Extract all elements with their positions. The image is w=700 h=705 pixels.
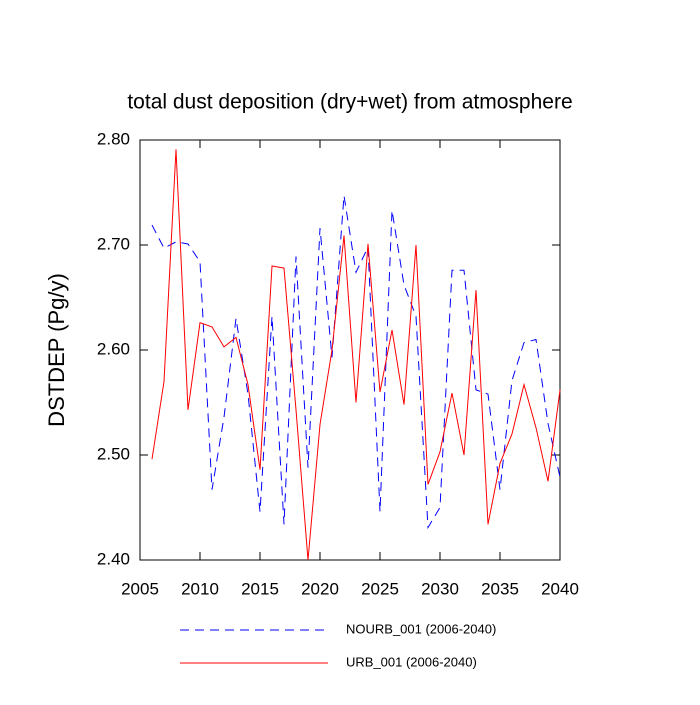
legend-label: NOURB_001 (2006-2040)	[346, 621, 496, 636]
x-tick-label: 2025	[361, 579, 399, 598]
series-line	[151, 195, 561, 530]
y-tick-label: 2.80	[97, 129, 130, 148]
x-tick-label: 2030	[421, 579, 459, 598]
x-tick-label: 2010	[181, 579, 219, 598]
x-tick-label: 2005	[121, 579, 159, 598]
x-tick-label: 2035	[481, 579, 519, 598]
x-tick-label: 2040	[541, 579, 579, 598]
y-tick-label: 2.50	[97, 444, 130, 463]
y-tick-label: 2.40	[97, 549, 130, 568]
legend-label: URB_001 (2006-2040)	[346, 654, 477, 669]
y-tick-label: 2.60	[97, 339, 130, 358]
chart-title: total dust deposition (dry+wet) from atm…	[127, 91, 572, 114]
y-tick-label: 2.70	[97, 234, 130, 253]
x-tick-label: 2020	[301, 579, 339, 598]
series-line	[151, 149, 561, 561]
y-axis-label: DSTDEP (Pg/y)	[44, 273, 69, 427]
x-tick-label: 2015	[241, 579, 279, 598]
